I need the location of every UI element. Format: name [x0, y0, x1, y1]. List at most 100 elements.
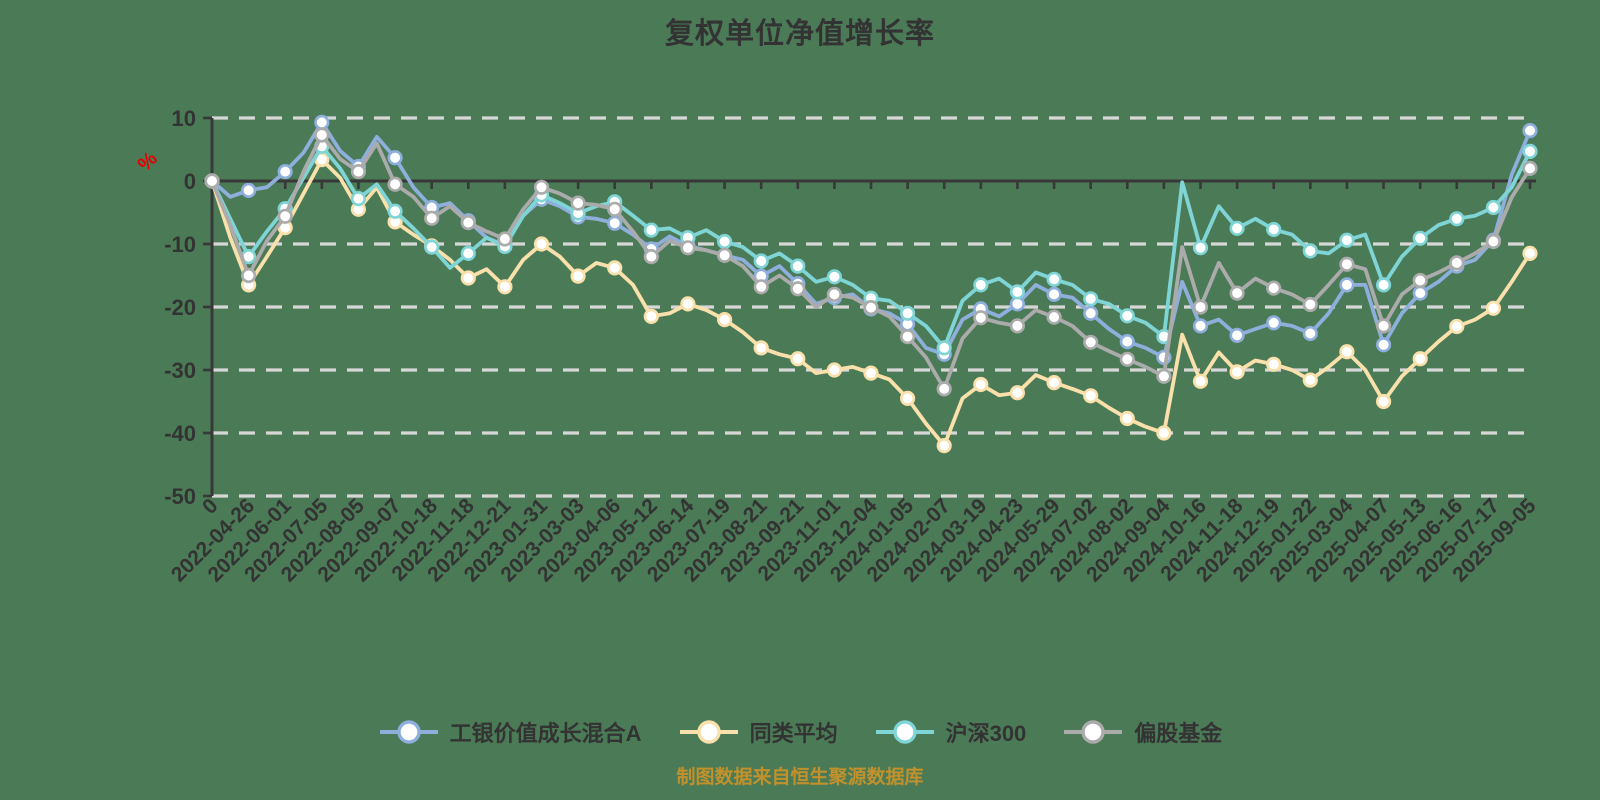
- data-point-marker: [387, 203, 403, 219]
- data-point-marker: [753, 340, 769, 356]
- data-point-marker: [1375, 393, 1392, 410]
- series-工银价值成长混合A: [204, 114, 1538, 366]
- data-point-marker: [497, 279, 513, 295]
- data-point-marker: [1302, 296, 1318, 313]
- data-point-marker: [1083, 305, 1099, 321]
- legend-item-沪深300[interactable]: 沪深300: [874, 716, 1027, 748]
- data-point-marker: [460, 215, 476, 231]
- data-point-marker: [1412, 285, 1428, 301]
- data-point-marker: [1229, 327, 1245, 344]
- data-point-marker: [1119, 334, 1135, 350]
- data-point-marker: [460, 270, 476, 286]
- series-line-3: [210, 133, 1532, 391]
- legend-marker-icon: [679, 720, 738, 744]
- data-point-marker: [424, 210, 440, 226]
- data-point-marker: [1266, 356, 1282, 372]
- data-point-marker: [826, 362, 843, 378]
- data-point-marker: [1522, 123, 1538, 139]
- legend-label: 同类平均: [749, 721, 838, 746]
- svg-text:-40: -40: [164, 421, 196, 446]
- svg-text:0: 0: [198, 494, 223, 519]
- legend-marker-icon: [1064, 720, 1123, 744]
- legend-item-同类平均[interactable]: 同类平均: [678, 716, 838, 748]
- data-point-marker: [790, 258, 806, 274]
- svg-text:-10: -10: [164, 232, 196, 257]
- data-point-marker: [1229, 285, 1245, 301]
- legend-label: 偏股基金: [1134, 721, 1223, 746]
- data-point-marker: [1522, 245, 1538, 261]
- data-point-marker: [1485, 300, 1501, 316]
- x-axis-labels: 02022-04-262022-06-012022-07-052022-08-0…: [167, 494, 1541, 586]
- data-point-marker: [1119, 410, 1135, 427]
- data-point-marker: [899, 329, 916, 345]
- data-point-marker: [1302, 325, 1318, 342]
- data-point-marker: [204, 173, 220, 189]
- data-point-marker: [1009, 318, 1026, 334]
- data-point-marker: [790, 281, 806, 297]
- data-point-marker: [1009, 284, 1026, 300]
- svg-text:0: 0: [184, 169, 196, 194]
- data-point-marker: [973, 277, 989, 293]
- legend-item-偏股基金[interactable]: 偏股基金: [1062, 716, 1222, 748]
- data-point-marker: [936, 438, 952, 454]
- data-point-marker: [863, 300, 879, 316]
- data-point-marker: [680, 296, 696, 312]
- data-point-marker: [1339, 277, 1355, 293]
- data-point-marker: [1449, 211, 1465, 227]
- series-偏股基金: [204, 127, 1538, 397]
- data-point-marker: [607, 201, 623, 217]
- data-point-marker: [1375, 318, 1392, 334]
- data-point-marker: [570, 268, 586, 284]
- data-point-marker: [277, 164, 293, 180]
- data-point-marker: [314, 114, 330, 130]
- data-point-marker: [1339, 256, 1355, 272]
- data-point-marker: [1046, 271, 1062, 287]
- data-point-marker: [643, 249, 659, 265]
- data-point-marker: [1083, 334, 1099, 350]
- data-point-marker: [973, 310, 989, 326]
- legend-item-工银价值成长混合A[interactable]: 工银价值成长混合A: [378, 716, 642, 748]
- data-point-marker: [863, 365, 879, 381]
- data-point-marker: [497, 231, 513, 247]
- data-point-marker: [1046, 286, 1062, 303]
- data-point-marker: [241, 267, 257, 284]
- data-point-marker: [1375, 337, 1392, 353]
- data-point-marker: [680, 240, 696, 256]
- data-point-marker: [1192, 373, 1209, 389]
- legend-marker-icon: [875, 720, 934, 744]
- data-point-marker: [1266, 315, 1282, 331]
- data-point-marker: [899, 390, 916, 407]
- data-point-marker: [1083, 291, 1099, 307]
- data-point-marker: [899, 305, 916, 321]
- data-point-marker: [753, 253, 769, 269]
- data-point-marker: [350, 164, 367, 180]
- data-point-marker: [973, 376, 989, 393]
- data-point-marker: [607, 215, 623, 231]
- data-point-marker: [716, 312, 733, 328]
- data-point-marker: [1449, 318, 1465, 335]
- data-point-marker: [1449, 255, 1465, 271]
- legend-marker-icon: [379, 720, 438, 744]
- data-point-marker: [1302, 243, 1318, 259]
- data-point-marker: [1339, 232, 1355, 248]
- data-point-marker: [643, 222, 659, 238]
- data-point-marker: [753, 279, 769, 295]
- data-point-marker: [1522, 160, 1538, 176]
- data-point-marker: [1266, 280, 1282, 296]
- data-point-marker: [936, 340, 952, 356]
- y-axis-unit-label: %: [134, 148, 162, 176]
- legend-label: 沪深300: [945, 721, 1027, 746]
- svg-text:10: 10: [172, 106, 196, 131]
- series-line-0: [210, 120, 1532, 360]
- data-point-marker: [1412, 272, 1428, 289]
- data-point-marker: [1009, 385, 1026, 401]
- data-point-marker: [387, 176, 403, 192]
- data-point-marker: [1192, 299, 1209, 315]
- data-point-marker: [241, 182, 257, 198]
- data-point-marker: [790, 351, 806, 367]
- data-point-marker: [1083, 388, 1099, 404]
- data-point-marker: [1485, 199, 1501, 216]
- data-point-marker: [1229, 220, 1245, 236]
- data-point-marker: [1339, 344, 1355, 360]
- data-point-marker: [716, 247, 733, 263]
